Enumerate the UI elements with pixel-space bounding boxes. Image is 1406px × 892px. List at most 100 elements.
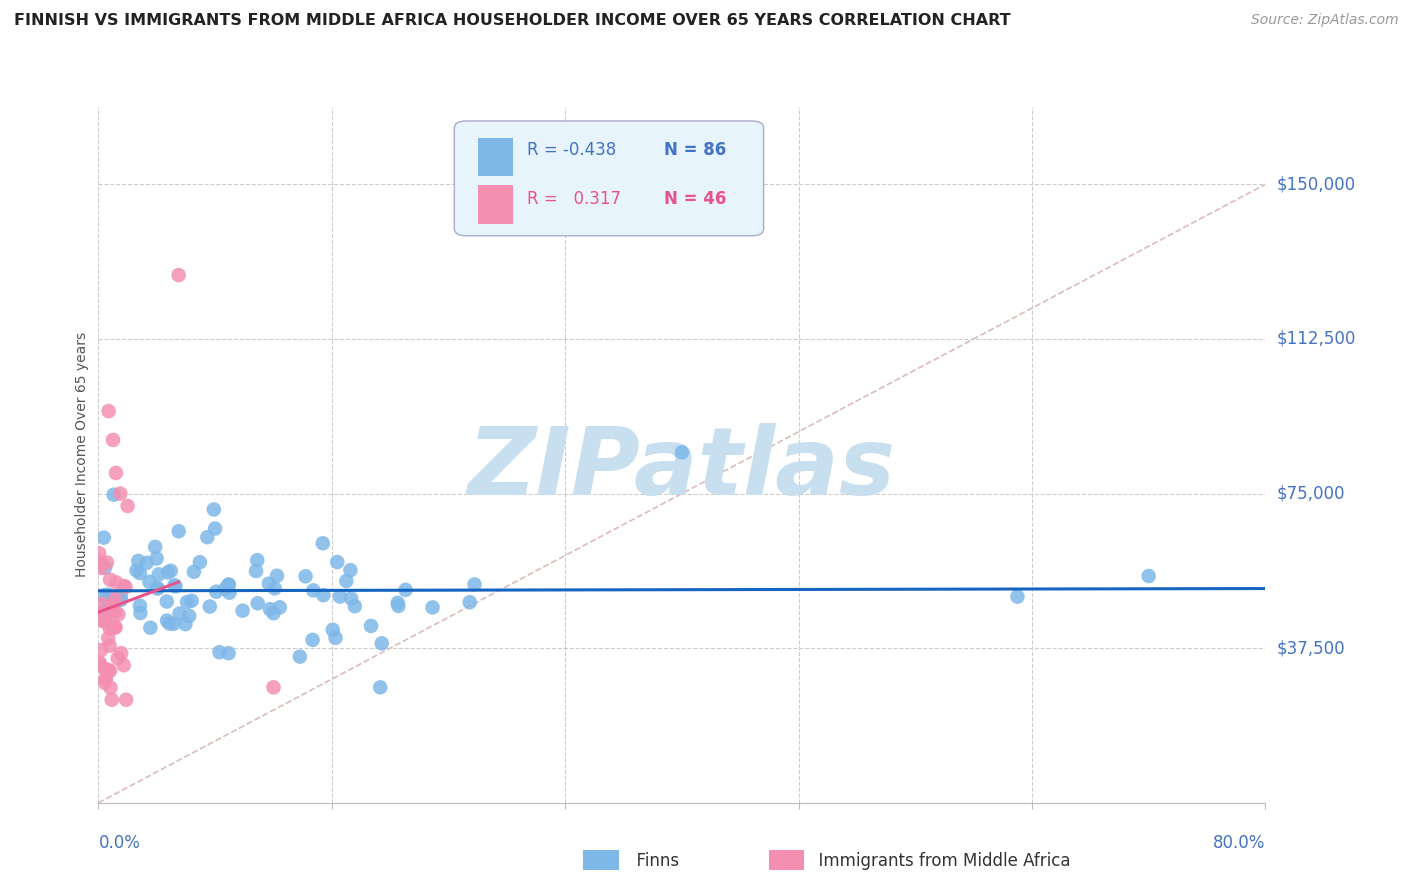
Point: [195, 530, 218, 544]
Point: [98, 573, 121, 587]
Point: [94, 676, 117, 690]
Point: [146, 581, 169, 595]
Point: [458, 595, 481, 609]
Point: [90, 609, 112, 624]
Point: [89, 657, 111, 672]
Point: [94, 610, 117, 624]
Point: [156, 594, 179, 608]
Text: N = 46: N = 46: [665, 189, 727, 208]
Text: $75,000: $75,000: [1277, 484, 1346, 502]
Point: [114, 580, 136, 594]
Point: [110, 593, 132, 607]
Point: [110, 486, 132, 500]
Point: [245, 564, 267, 578]
Point: [1137, 569, 1160, 583]
Point: [90, 597, 112, 611]
Point: [301, 632, 323, 647]
Point: [159, 564, 181, 578]
Point: [183, 565, 205, 579]
Point: [179, 609, 201, 624]
Point: [259, 602, 281, 616]
Point: [90, 556, 112, 570]
Point: [93, 531, 115, 545]
FancyBboxPatch shape: [478, 186, 513, 224]
Point: [90, 643, 112, 657]
Point: [100, 681, 122, 695]
Point: [214, 582, 236, 596]
Point: [322, 623, 344, 637]
Point: [98, 639, 121, 653]
Point: [180, 594, 202, 608]
Point: [169, 607, 191, 621]
Point: [129, 606, 152, 620]
Point: [93, 588, 115, 602]
Point: [129, 599, 152, 613]
Point: [96, 556, 118, 570]
Point: [91, 608, 114, 623]
Point: [232, 604, 254, 618]
Point: [387, 599, 409, 613]
Point: [269, 600, 291, 615]
Point: [112, 658, 135, 673]
Point: [146, 582, 169, 596]
Point: [294, 569, 316, 583]
Point: [98, 622, 121, 636]
Point: [340, 591, 363, 606]
Text: ZIPatlas: ZIPatlas: [468, 423, 896, 515]
Point: [246, 553, 269, 567]
Point: [103, 621, 125, 635]
Point: [463, 577, 485, 591]
Text: Source: ZipAtlas.com: Source: ZipAtlas.com: [1251, 13, 1399, 28]
Point: [218, 585, 240, 599]
Point: [94, 560, 117, 574]
Point: [139, 621, 162, 635]
Point: [110, 589, 132, 603]
Text: $37,500: $37,500: [1277, 640, 1346, 657]
Text: Immigrants from Middle Africa: Immigrants from Middle Africa: [787, 852, 1071, 870]
Point: [263, 582, 285, 596]
Text: $150,000: $150,000: [1277, 176, 1355, 194]
Point: [97, 404, 120, 418]
Point: [94, 672, 117, 686]
Text: $112,500: $112,500: [1277, 330, 1355, 348]
Point: [97, 631, 120, 645]
Point: [325, 631, 347, 645]
Point: [94, 672, 117, 686]
Point: [93, 662, 115, 676]
Point: [107, 651, 129, 665]
Point: [101, 433, 124, 447]
Text: 0.0%: 0.0%: [98, 834, 141, 852]
Point: [104, 592, 127, 607]
Point: [105, 575, 128, 590]
Text: N = 86: N = 86: [665, 141, 727, 159]
Point: [96, 615, 118, 630]
Point: [103, 488, 125, 502]
Point: [101, 692, 124, 706]
Point: [104, 466, 127, 480]
Point: [176, 595, 198, 609]
Point: [188, 555, 211, 569]
Point: [91, 613, 114, 627]
Point: [90, 607, 112, 622]
Point: [87, 546, 110, 560]
Point: [204, 521, 226, 535]
Point: [98, 664, 121, 678]
Point: [138, 574, 160, 589]
Y-axis label: Householder Income Over 65 years: Householder Income Over 65 years: [76, 333, 90, 577]
Point: [125, 563, 148, 577]
Point: [117, 499, 139, 513]
Point: [387, 596, 409, 610]
Point: [156, 566, 179, 580]
Point: [97, 663, 120, 677]
Point: [107, 607, 129, 622]
Point: [104, 620, 127, 634]
Point: [202, 502, 225, 516]
Point: [205, 584, 228, 599]
Text: FINNISH VS IMMIGRANTS FROM MIDDLE AFRICA HOUSEHOLDER INCOME OVER 65 YEARS CORREL: FINNISH VS IMMIGRANTS FROM MIDDLE AFRICA…: [14, 13, 1011, 29]
Point: [93, 604, 115, 618]
Point: [157, 616, 180, 631]
Point: [368, 681, 391, 695]
Point: [218, 646, 240, 660]
Point: [97, 588, 120, 602]
Point: [89, 656, 111, 670]
